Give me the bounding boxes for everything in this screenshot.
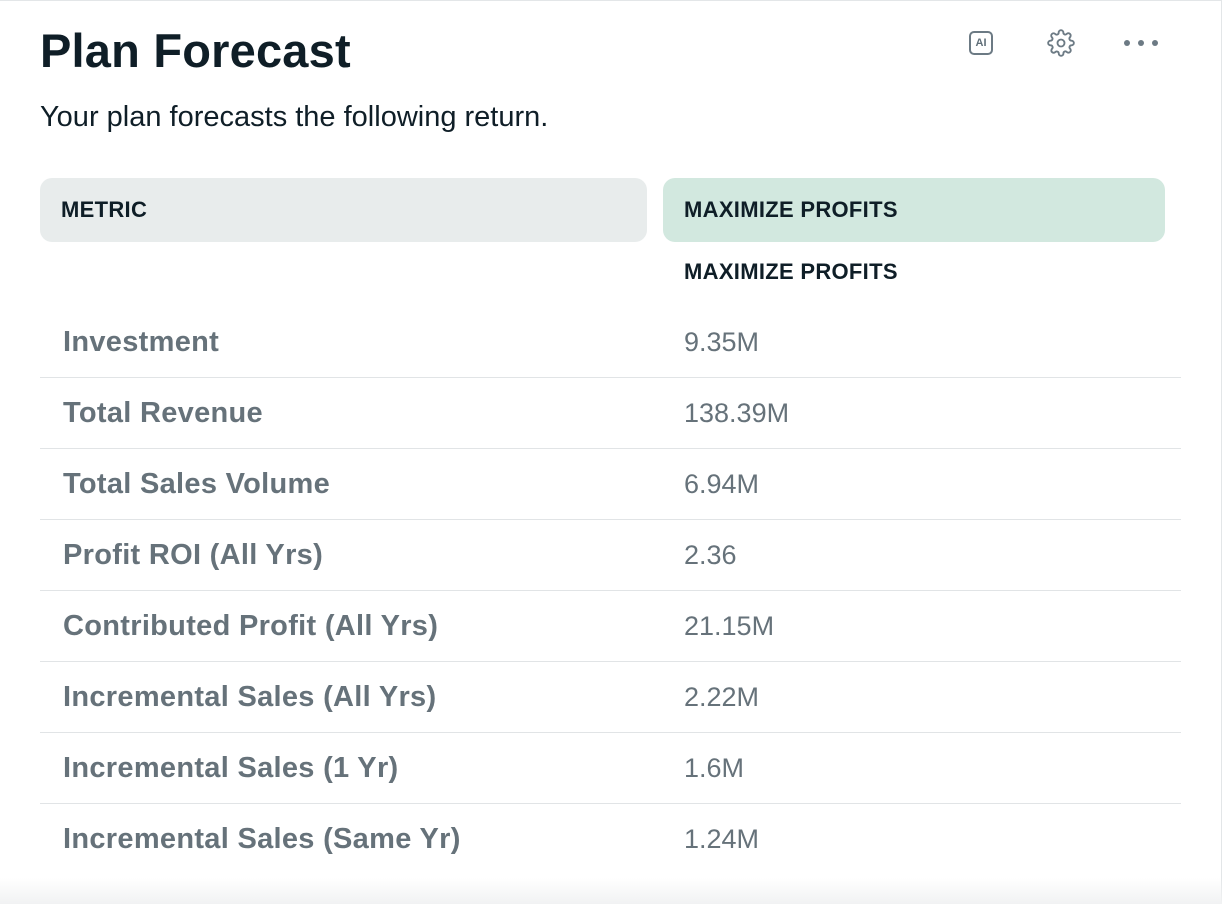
metric-value: 21.15M [684, 611, 775, 641]
column-subheader-maximize-profits: MAXIMIZE PROFITS [684, 259, 898, 284]
metric-value: 1.24M [684, 824, 760, 854]
table-row: Profit ROI (All Yrs) 2.36 [40, 520, 1181, 591]
metric-value: 1.6M [684, 753, 745, 783]
table-row: Contributed Profit (All Yrs) 21.15M [40, 591, 1181, 662]
table-row: Incremental Sales (1 Yr) 1.6M [40, 733, 1181, 804]
metric-value: 6.94M [684, 469, 760, 499]
metric-label: Contributed Profit (All Yrs) [63, 610, 439, 642]
table-row: Incremental Sales (Same Yr) 1.24M [40, 804, 1181, 875]
table-row: Total Revenue 138.39M [40, 378, 1181, 449]
metric-label: Profit ROI (All Yrs) [63, 539, 324, 571]
metric-label: Investment [63, 326, 220, 358]
ai-button[interactable]: AI [961, 25, 1001, 61]
scroll-fade [0, 878, 1222, 904]
more-options-button[interactable] [1121, 25, 1161, 61]
metric-value: 2.22M [684, 682, 760, 712]
metric-label: Incremental Sales (Same Yr) [63, 823, 461, 855]
card-subtitle: Your plan forecasts the following return… [40, 101, 549, 133]
metric-value: 138.39M [684, 398, 790, 428]
forecast-table-body: Investment 9.35M Total Revenue 138.39M T… [40, 307, 1181, 875]
card-toolbar: AI [960, 25, 1170, 61]
metric-label: Total Revenue [63, 397, 263, 429]
metric-label: Total Sales Volume [63, 468, 331, 500]
card-title: Plan Forecast [40, 24, 351, 77]
table-row: Total Sales Volume 6.94M [40, 449, 1181, 520]
ai-icon: AI [969, 31, 993, 55]
table-row: Investment 9.35M [40, 307, 1181, 378]
column-header-maximize-profits: MAXIMIZE PROFITS [663, 178, 1165, 242]
more-horizontal-icon [1124, 40, 1158, 46]
metric-value: 2.36 [684, 540, 737, 570]
metric-label: Incremental Sales (1 Yr) [63, 752, 399, 784]
column-header-metric: METRIC [40, 178, 647, 242]
gear-icon [1047, 29, 1075, 57]
metric-value: 9.35M [684, 327, 760, 357]
table-row: Incremental Sales (All Yrs) 2.22M [40, 662, 1181, 733]
settings-button[interactable] [1041, 25, 1081, 61]
metric-label: Incremental Sales (All Yrs) [63, 681, 437, 713]
